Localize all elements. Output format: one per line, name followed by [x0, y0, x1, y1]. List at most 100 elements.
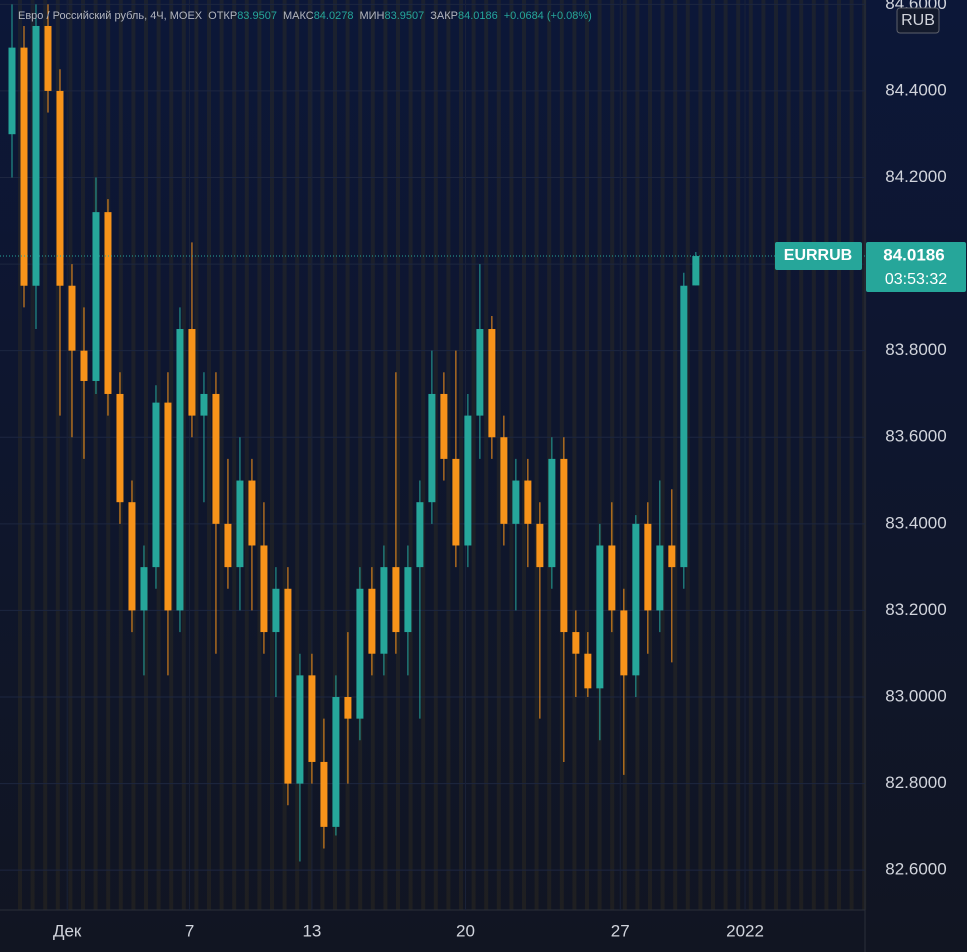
session-stripe: [648, 0, 652, 910]
candle-body: [632, 523, 640, 676]
session-stripe: [81, 0, 85, 910]
candle-body: [200, 393, 208, 416]
session-stripe: [824, 0, 829, 910]
candle-body: [548, 458, 556, 568]
session-stripe: [471, 0, 476, 910]
session-stripe: [635, 0, 640, 910]
session-stripe: [610, 0, 615, 910]
session-stripe: [345, 0, 350, 910]
session-stripe: [522, 0, 526, 910]
candle-body: [392, 567, 400, 633]
candle-body: [380, 567, 388, 654]
session-stripe: [698, 0, 703, 910]
y-tick-label: 82.8000: [885, 773, 946, 792]
x-tick-label: 7: [185, 921, 194, 940]
candle-body: [128, 502, 136, 611]
candle-body: [536, 523, 544, 568]
y-tick-label: 83.6000: [885, 427, 946, 446]
x-tick-label: 27: [611, 921, 630, 940]
candle-body: [500, 437, 508, 524]
session-stripe: [18, 0, 22, 910]
candle-body: [512, 480, 520, 524]
candle-body: [212, 393, 220, 524]
session-stripe: [144, 0, 148, 910]
session-stripe: [748, 0, 753, 910]
candle-body: [584, 653, 592, 689]
candle-body: [176, 329, 184, 611]
session-stripe: [43, 0, 48, 910]
session-stripe: [534, 0, 539, 910]
session-stripe: [408, 0, 413, 910]
session-stripe: [597, 0, 602, 910]
session-stripes: [18, 0, 867, 910]
candle-body: [368, 588, 376, 654]
session-stripe: [106, 0, 111, 910]
candle-body: [56, 90, 64, 286]
candle-body: [404, 567, 412, 633]
session-stripe: [421, 0, 426, 910]
candle-body: [464, 415, 472, 546]
candle-body: [284, 588, 292, 784]
candle-body: [560, 458, 568, 633]
x-tick-label: 2022: [726, 921, 764, 940]
session-stripe: [383, 0, 388, 910]
session-stripe: [786, 0, 791, 910]
candle-body: [20, 47, 28, 286]
session-stripe: [232, 0, 237, 910]
price-label: 84.0186: [883, 246, 944, 265]
y-tick-label: 84.2000: [885, 167, 946, 186]
session-stripe: [509, 0, 514, 910]
candle-body: [188, 329, 196, 416]
candle-body: [596, 545, 604, 689]
session-stripe: [459, 0, 463, 910]
candle-body: [80, 350, 88, 381]
candle-body: [692, 256, 700, 286]
session-stripe: [131, 0, 136, 910]
y-tick-label: 83.4000: [885, 513, 946, 532]
candle-body: [224, 523, 232, 568]
candle-body: [164, 402, 172, 611]
currency-label: RUB: [901, 12, 935, 29]
candle-body: [68, 285, 76, 351]
session-stripe: [711, 0, 715, 910]
session-stripe: [559, 0, 564, 910]
countdown-label: 03:53:32: [885, 271, 947, 288]
session-stripe: [496, 0, 501, 910]
candle-body: [572, 632, 580, 654]
session-stripe: [194, 0, 199, 910]
y-tick-label: 83.8000: [885, 340, 946, 359]
candle-body: [140, 567, 148, 611]
session-stripe: [774, 0, 778, 910]
header-legend: Евро / Российский рубль, 4Ч, MOEX ОТКР83.…: [18, 10, 592, 22]
candle-body: [308, 675, 316, 762]
candle-body: [524, 480, 532, 524]
session-stripe: [736, 0, 741, 910]
candle-body: [344, 697, 352, 719]
y-tick-label: 84.4000: [885, 80, 946, 99]
session-stripe: [484, 0, 489, 910]
session-stripe: [622, 0, 627, 910]
session-stripe: [761, 0, 766, 910]
session-stripe: [660, 0, 665, 910]
candle-body: [32, 25, 40, 286]
header-item: 84.0278: [314, 10, 354, 22]
candle-body: [236, 480, 244, 568]
candle-body: [428, 393, 436, 503]
session-stripe: [244, 0, 249, 910]
session-stripe: [585, 0, 589, 910]
x-tick-label: 20: [456, 921, 475, 940]
candle-body: [44, 25, 52, 91]
candle-body: [260, 545, 268, 633]
session-stripe: [257, 0, 262, 910]
candle-body: [416, 502, 424, 568]
candle-body: [320, 761, 328, 827]
header-item: +0.0684 (+0.08%): [504, 10, 592, 22]
ticker-tag: [775, 242, 862, 271]
session-stripe: [68, 0, 73, 910]
header-item: 83.9507: [237, 10, 277, 22]
candle-body: [92, 212, 100, 381]
session-stripe: [446, 0, 451, 910]
session-stripe: [862, 0, 867, 910]
session-stripe: [370, 0, 375, 910]
